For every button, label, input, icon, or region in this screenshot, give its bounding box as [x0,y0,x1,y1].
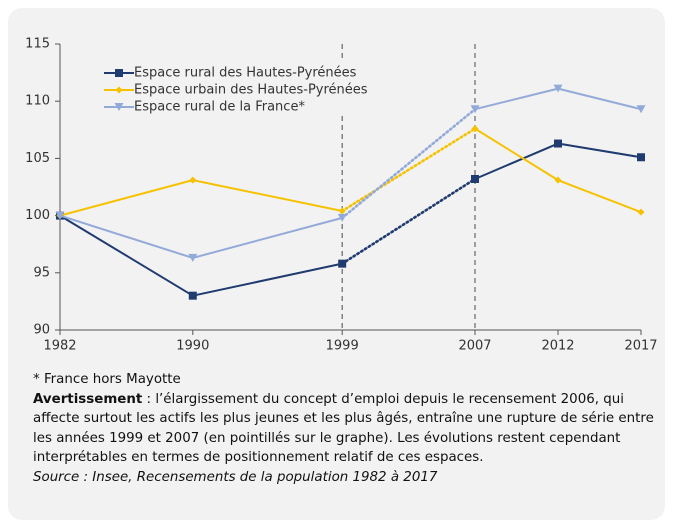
marker [338,207,346,215]
x-tick-label: 1990 [176,339,209,354]
marker [188,253,198,262]
y-tick-label: 100 [25,208,50,223]
line-segment [474,127,559,181]
line-segment [59,179,194,217]
y-tick-label: 90 [33,323,50,338]
x-tick-label: 1982 [43,339,76,354]
legend-label: Espace rural des Hautes-Pyrénées [134,66,357,81]
line-segment [192,216,343,259]
line-segment [474,142,559,180]
line-segment [340,177,477,265]
marker [553,84,563,93]
x-tick-label: 2017 [624,339,657,354]
marker [189,176,197,184]
line-segment [192,179,343,213]
x-tick-label: 1999 [326,339,359,354]
x-tick-label: 2012 [541,339,574,354]
marker [55,211,65,220]
line-segment [340,107,477,220]
marker [554,176,562,184]
y-tick-label: 105 [25,151,50,166]
legend-marker [115,86,123,94]
warning-text: : l’élargissement du concept d’emploi de… [33,391,654,466]
marker [637,153,645,162]
warning: Avertissement : l’élargissement du conce… [33,390,661,468]
legend-box [100,62,400,116]
marker [188,291,197,300]
y-tick-label: 115 [25,37,50,52]
marker [636,105,646,114]
marker [471,125,479,133]
x-tick-label: 2007 [458,339,491,354]
y-tick-label: 110 [25,94,50,109]
marker [637,208,645,216]
legend-marker [115,69,123,77]
marker [471,174,479,183]
line-segment [557,87,642,111]
marker [337,213,347,222]
warning-label: Avertissement [33,391,143,407]
line-segment [192,262,343,297]
legend-marker [114,103,124,111]
source: Source : Insee, Recensements de la popul… [33,469,438,485]
marker [338,259,347,268]
line-segment [474,87,559,111]
legend-label: Espace rural de la France* [134,100,305,115]
notes: * France hors Mayotte Avertissement : l’… [33,370,661,488]
line-segment [557,142,642,159]
footnote: * France hors Mayotte [33,372,181,387]
line-segment [340,127,477,213]
marker [470,105,480,114]
y-tick-label: 95 [33,265,50,280]
marker [554,139,562,148]
line-segment [59,214,194,297]
chart: 90 95 100 105 110 115 1982 1990 1999 2007 2012 2017… [25,37,657,354]
line-segment [557,179,642,214]
line-segment [59,214,194,259]
legend-label: Espace urbain des Hautes-Pyrénées [134,83,368,98]
